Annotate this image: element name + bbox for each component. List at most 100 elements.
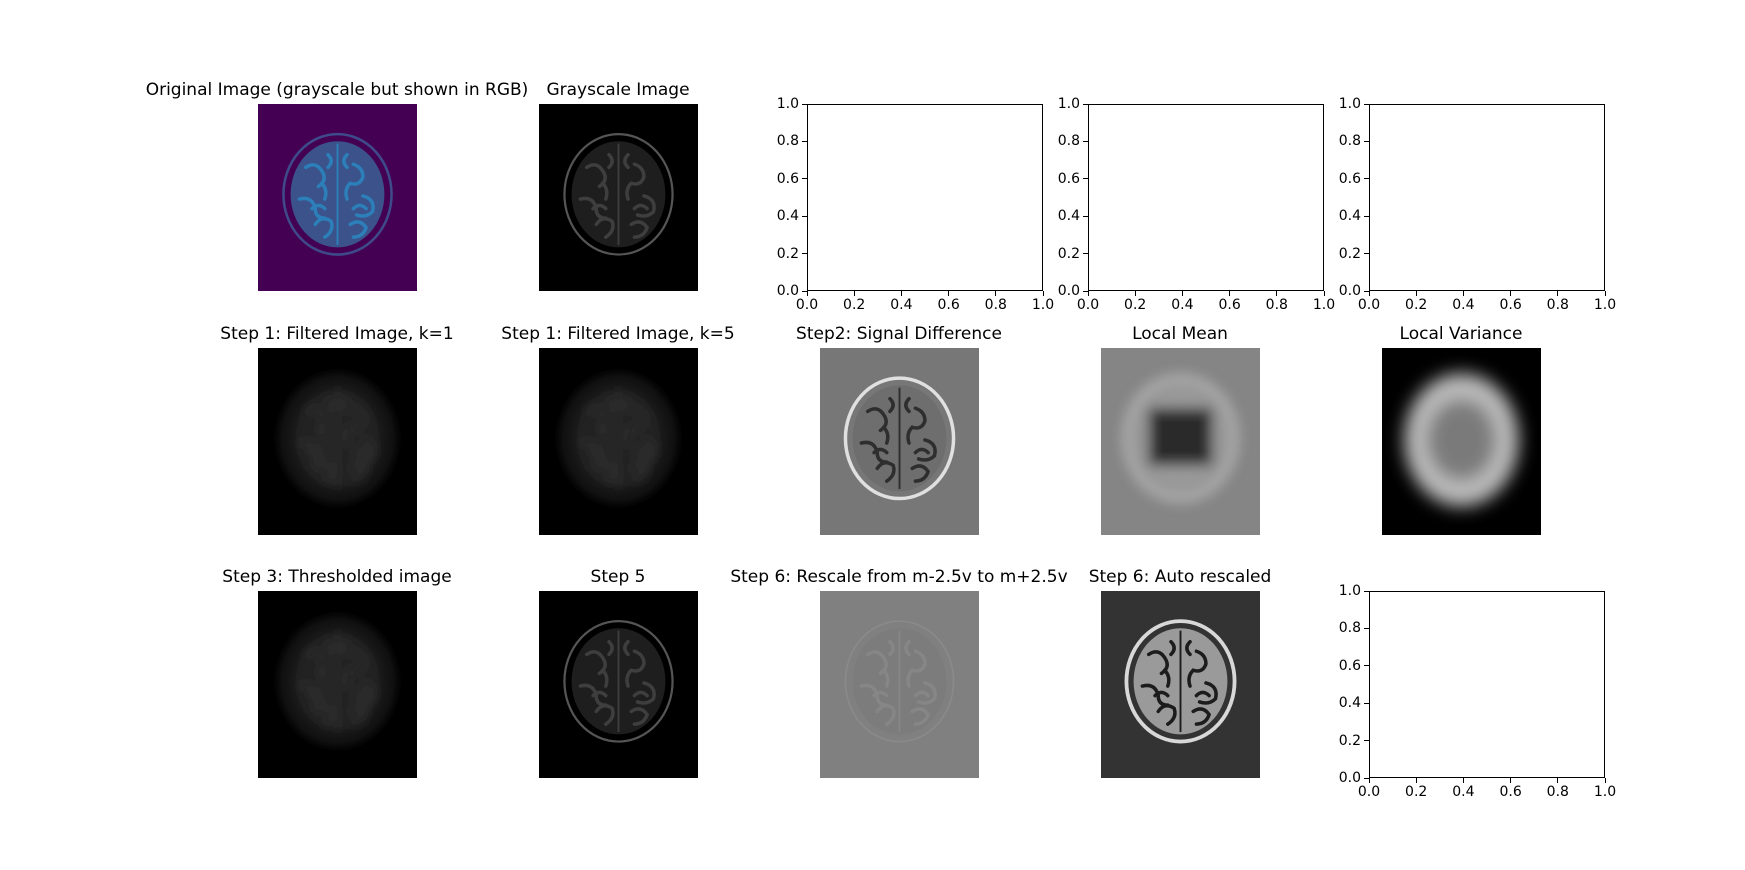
y-tick-mark <box>802 103 807 105</box>
panel-title: Step 3: Thresholded image <box>222 567 452 587</box>
x-tick-mark <box>853 291 855 296</box>
x-tick-label: 0.2 <box>1405 784 1428 800</box>
y-tick-label: 0.2 <box>1057 245 1080 262</box>
x-tick-mark <box>1042 291 1044 296</box>
x-tick-mark <box>1604 291 1606 296</box>
x-tick-label: 0.8 <box>1546 297 1569 313</box>
y-tick-label: 0.6 <box>1338 657 1361 674</box>
x-tick-label: 0.4 <box>1171 297 1194 313</box>
y-tick-label: 0.8 <box>1057 133 1080 150</box>
x-tick-label: 1.0 <box>1593 297 1617 313</box>
y-tick-label: 0.6 <box>1338 170 1361 187</box>
y-tick-mark <box>1364 103 1369 105</box>
y-tick-label: 0.8 <box>1338 620 1361 637</box>
y-tick-mark <box>1364 253 1369 255</box>
y-tick-mark <box>1364 290 1369 292</box>
y-tick-label: 0.0 <box>1338 283 1361 299</box>
y-tick-mark <box>802 215 807 217</box>
image-panel <box>1381 348 1541 535</box>
image-panel <box>1100 348 1260 535</box>
x-tick-mark <box>1462 291 1464 296</box>
panel-title: Local Mean <box>1132 324 1228 344</box>
panel-title: Step 1: Filtered Image, k=5 <box>501 324 735 344</box>
y-tick-label: 1.0 <box>1057 96 1080 112</box>
panel-title: Local Variance <box>1399 324 1523 344</box>
y-tick-mark <box>802 140 807 142</box>
empty-axes <box>807 104 1043 291</box>
x-tick-label: 0.6 <box>1499 297 1522 313</box>
y-tick-mark <box>1364 702 1369 704</box>
x-tick-label: 0.4 <box>890 297 913 313</box>
empty-axes <box>1369 591 1605 778</box>
empty-axes <box>1369 104 1605 291</box>
x-tick-mark <box>1415 778 1417 783</box>
panel-title: Step 6: Auto rescaled <box>1088 567 1272 587</box>
image-panel <box>819 348 979 535</box>
y-tick-label: 0.4 <box>1057 208 1080 225</box>
x-tick-mark <box>1087 291 1089 296</box>
x-tick-mark <box>1323 291 1325 296</box>
panel-title: Original Image (grayscale but shown in R… <box>145 80 529 100</box>
x-tick-label: 0.8 <box>1265 297 1288 313</box>
y-tick-mark <box>1364 178 1369 180</box>
y-tick-label: 0.8 <box>1338 133 1361 150</box>
panel-title: Step2: Signal Difference <box>796 324 1002 344</box>
y-tick-mark <box>802 290 807 292</box>
empty-axes <box>1088 104 1324 291</box>
x-tick-label: 1.0 <box>1031 297 1055 313</box>
image-panel <box>257 348 417 535</box>
x-tick-mark <box>1368 778 1370 783</box>
x-tick-mark <box>1229 291 1231 296</box>
x-tick-mark <box>1604 778 1606 783</box>
x-tick-label: 0.6 <box>1499 784 1522 800</box>
x-tick-mark <box>1557 778 1559 783</box>
y-tick-label: 0.6 <box>1057 170 1080 187</box>
y-tick-label: 0.8 <box>776 133 799 150</box>
image-panel <box>819 591 979 778</box>
y-tick-mark <box>1083 178 1088 180</box>
y-tick-mark <box>1364 590 1369 592</box>
image-panel <box>538 348 698 535</box>
y-tick-mark <box>1083 140 1088 142</box>
y-tick-mark <box>1364 215 1369 217</box>
x-tick-label: 0.8 <box>1546 784 1569 800</box>
panel-title: Step 5 <box>590 567 646 587</box>
x-tick-mark <box>1368 291 1370 296</box>
x-tick-mark <box>1557 291 1559 296</box>
x-tick-mark <box>948 291 950 296</box>
y-tick-label: 0.6 <box>776 170 799 187</box>
x-tick-label: 0.0 <box>1076 297 1100 313</box>
x-tick-label: 0.6 <box>1218 297 1241 313</box>
x-tick-label: 0.0 <box>795 297 819 313</box>
y-tick-label: 0.4 <box>776 208 799 225</box>
x-tick-mark <box>1510 291 1512 296</box>
y-tick-label: 0.2 <box>776 245 799 262</box>
y-tick-label: 0.2 <box>1338 732 1361 749</box>
x-tick-label: 0.0 <box>1357 297 1381 313</box>
image-panel <box>538 591 698 778</box>
y-tick-mark <box>802 253 807 255</box>
y-tick-label: 0.0 <box>1057 283 1080 299</box>
image-panel <box>257 104 417 291</box>
image-panel <box>538 104 698 291</box>
y-tick-mark <box>1083 290 1088 292</box>
y-tick-mark <box>1083 215 1088 217</box>
y-tick-label: 1.0 <box>776 96 799 112</box>
panel-title: Grayscale Image <box>546 80 690 100</box>
y-tick-label: 0.0 <box>1338 770 1361 786</box>
x-tick-label: 0.2 <box>843 297 866 313</box>
x-tick-mark <box>1415 291 1417 296</box>
y-tick-label: 0.2 <box>1338 245 1361 262</box>
y-tick-label: 0.4 <box>1338 695 1361 712</box>
y-tick-mark <box>1364 740 1369 742</box>
image-panel <box>257 591 417 778</box>
y-tick-mark <box>1364 665 1369 667</box>
x-tick-mark <box>995 291 997 296</box>
x-tick-mark <box>1276 291 1278 296</box>
panel-title: Step 1: Filtered Image, k=1 <box>220 324 454 344</box>
panel-title: Step 6: Rescale from m-2.5v to m+2.5v <box>730 567 1068 587</box>
x-tick-mark <box>1510 778 1512 783</box>
x-tick-label: 0.4 <box>1452 297 1475 313</box>
y-tick-mark <box>1364 140 1369 142</box>
x-tick-mark <box>1134 291 1136 296</box>
